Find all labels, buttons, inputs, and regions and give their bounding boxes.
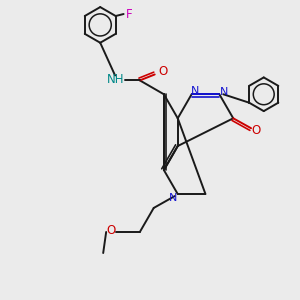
Text: O: O xyxy=(106,224,116,238)
Text: NH: NH xyxy=(107,73,125,86)
Text: O: O xyxy=(251,124,261,137)
Text: N: N xyxy=(190,86,199,96)
Text: N: N xyxy=(220,87,229,97)
Text: N: N xyxy=(169,193,177,203)
Text: O: O xyxy=(158,65,167,78)
Text: F: F xyxy=(126,8,133,20)
